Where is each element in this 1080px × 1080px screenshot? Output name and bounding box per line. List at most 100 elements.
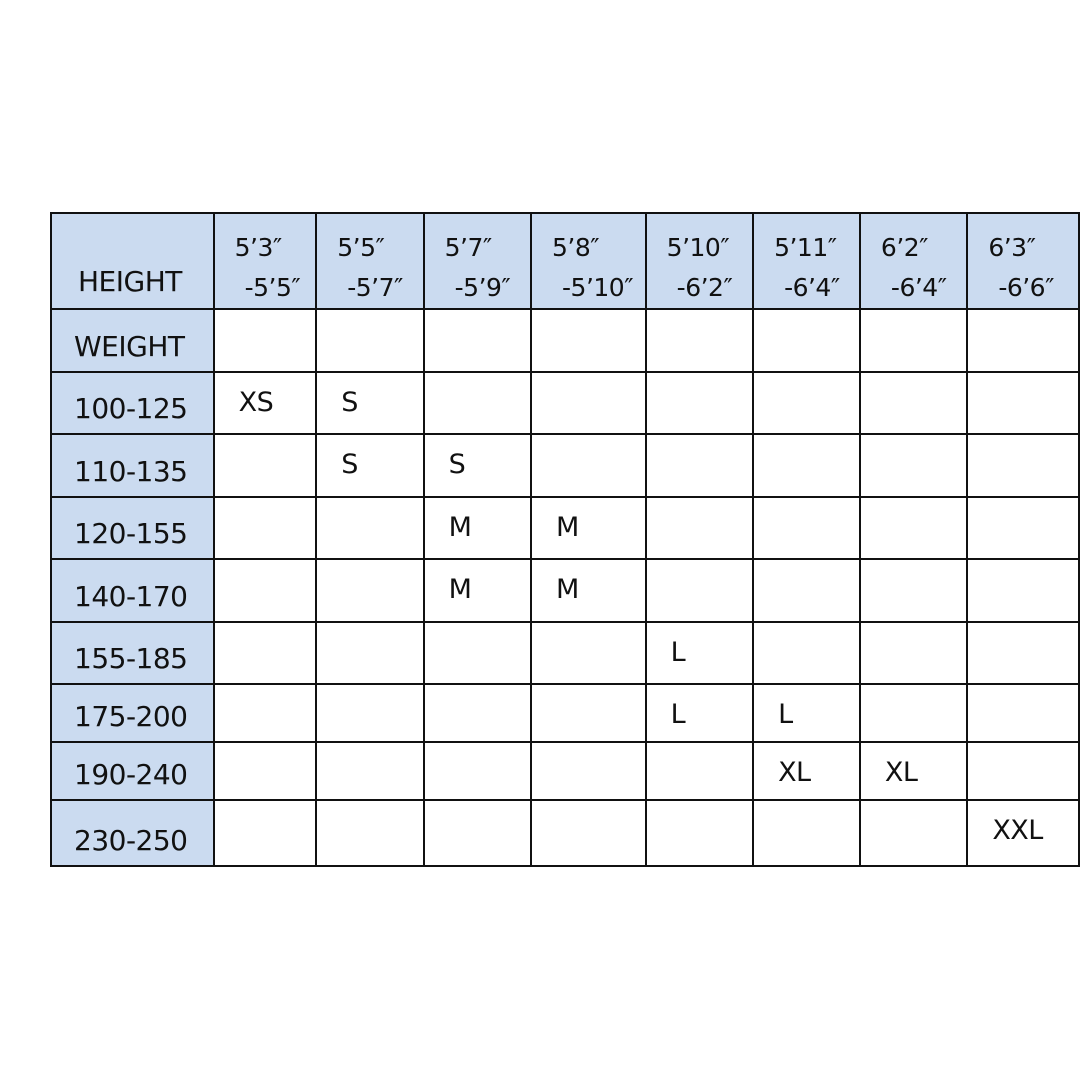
size-cell: [752, 558, 861, 623]
size-cell: [966, 371, 1080, 435]
weight-label: 175-200: [50, 683, 215, 743]
size-cell: [212, 558, 318, 623]
weight-label: 140-170: [50, 558, 215, 623]
weight-label: WEIGHT: [50, 308, 215, 373]
size-cell: [966, 741, 1080, 801]
table-row: 110-135 S S: [50, 433, 1080, 498]
size-cell: [966, 558, 1080, 623]
size-cell: [644, 496, 755, 560]
height-to: -6’6″: [998, 273, 1054, 302]
size-cell: [212, 683, 318, 743]
size-cell: M: [422, 496, 533, 560]
size-cell: [212, 433, 318, 498]
height-to: -5’10″: [562, 273, 634, 302]
size-cell: [966, 683, 1080, 743]
size-cell: [212, 308, 318, 373]
size-cell: S: [315, 371, 425, 435]
size-cell: [966, 496, 1080, 560]
table-row: 100-125 XS S: [50, 371, 1080, 435]
table-row: 230-250 XXL: [50, 799, 1080, 867]
height-to: -5’9″: [454, 273, 511, 302]
size-cell: [530, 683, 647, 743]
size-cell: [644, 741, 755, 801]
size-cell: [644, 558, 755, 623]
size-cell: [422, 308, 533, 373]
size-cell: [966, 433, 1080, 498]
size-cell: [858, 308, 969, 373]
size-cell: S: [422, 433, 533, 498]
table-row: 140-170 M M: [50, 558, 1080, 623]
height-from: 5’3″: [234, 233, 283, 262]
weight-label: 190-240: [50, 741, 215, 801]
weight-label: 155-185: [50, 621, 215, 685]
size-cell: [858, 496, 969, 560]
size-cell: [966, 308, 1080, 373]
size-cell: [422, 683, 533, 743]
size-cell: [752, 496, 861, 560]
size-cell: [212, 496, 318, 560]
size-cell: M: [530, 496, 647, 560]
size-cell: [752, 371, 861, 435]
column-header: 5’3″ -5’5″: [212, 212, 318, 310]
size-cell: [530, 371, 647, 435]
size-cell: [858, 433, 969, 498]
header-row: HEIGHT 5’3″ -5’5″ 5’5″ -5’7″ 5’7″ -5’9″ 5’8″ -5’…: [50, 212, 1080, 310]
table-row: 175-200 L L: [50, 683, 1080, 743]
weight-label: 110-135: [50, 433, 215, 498]
size-cell: L: [644, 683, 755, 743]
column-header: 5’5″ -5’7″: [315, 212, 425, 310]
size-chart-table: HEIGHT 5’3″ -5’5″ 5’5″ -5’7″ 5’7″ -5’9″ 5’8″ -5’…: [50, 212, 1080, 867]
size-cell: XL: [858, 741, 969, 801]
height-from: 6’3″: [988, 233, 1036, 262]
size-cell: [644, 433, 755, 498]
height-to: -5’5″: [244, 273, 301, 302]
size-cell: [212, 621, 318, 685]
size-cell: [422, 741, 533, 801]
size-cell: [530, 621, 647, 685]
height-to: -6’4″: [784, 273, 840, 302]
size-cell: [315, 308, 425, 373]
column-header: 5’7″ -5’9″: [422, 212, 533, 310]
size-cell: [858, 558, 969, 623]
table-row: 155-185 L: [50, 621, 1080, 685]
height-from: 5’5″: [337, 233, 385, 262]
size-cell: [858, 799, 969, 867]
size-cell: L: [644, 621, 755, 685]
height-to: -6’4″: [890, 273, 947, 302]
size-cell: [212, 741, 318, 801]
weight-label: 230-250: [50, 799, 215, 867]
size-cell: S: [315, 433, 425, 498]
column-header: 6’2″ -6’4″: [858, 212, 969, 310]
size-cell: [752, 799, 861, 867]
height-from: 5’11″: [774, 233, 837, 262]
column-header: 5’8″ -5’10″: [530, 212, 647, 310]
size-cell: [422, 371, 533, 435]
size-cell: L: [752, 683, 861, 743]
height-from: 5’7″: [444, 233, 493, 262]
size-cell: [966, 621, 1080, 685]
size-cell: [858, 371, 969, 435]
size-cell: M: [530, 558, 647, 623]
weight-label: 120-155: [50, 496, 215, 560]
weight-label: 100-125: [50, 371, 215, 435]
size-cell: XS: [212, 371, 318, 435]
column-header: 6’3″ -6’6″: [966, 212, 1080, 310]
height-from: 5’8″: [552, 233, 600, 262]
size-cell: [644, 799, 755, 867]
height-to: -5’7″: [347, 273, 403, 302]
corner-label: HEIGHT: [50, 212, 215, 310]
table-row: 190-240 XL XL: [50, 741, 1080, 801]
size-cell: [315, 621, 425, 685]
size-cell: [752, 308, 861, 373]
size-cell: [644, 371, 755, 435]
size-cell: [422, 621, 533, 685]
size-cell: XL: [752, 741, 861, 801]
size-cell: [530, 433, 647, 498]
column-header: 5’11″ -6’4″: [752, 212, 861, 310]
size-cell: [422, 799, 533, 867]
size-cell: [752, 433, 861, 498]
size-cell: [530, 741, 647, 801]
size-cell: [315, 683, 425, 743]
table-row: 120-155 M M: [50, 496, 1080, 560]
size-cell: [315, 496, 425, 560]
